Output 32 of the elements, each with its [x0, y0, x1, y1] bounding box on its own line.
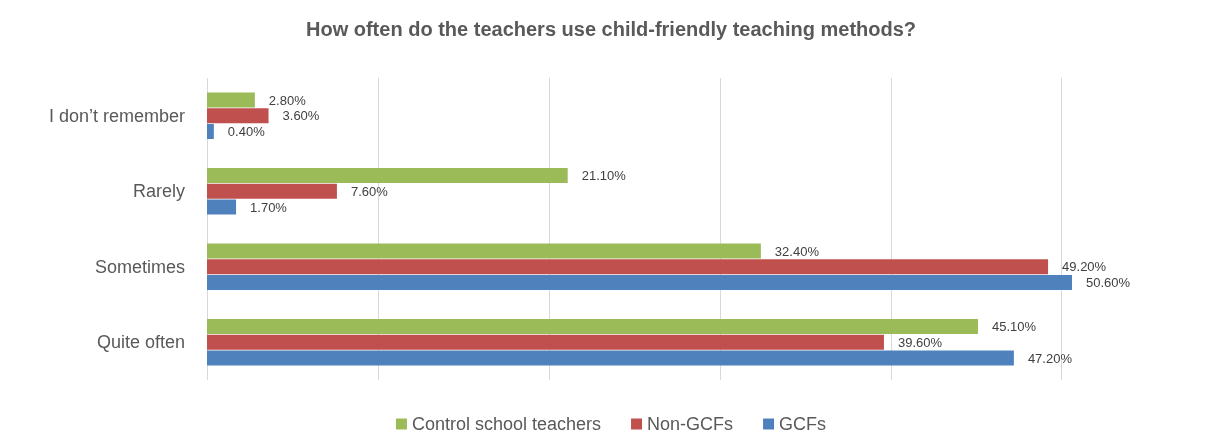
bar	[207, 350, 1014, 366]
bar	[207, 319, 978, 334]
data-label: 45.10%	[991, 319, 1037, 334]
legend-label: GCFs	[779, 414, 827, 434]
data-label: 7.60%	[350, 183, 389, 199]
data-label: 47.20%	[1027, 350, 1073, 366]
data-label: 39.60%	[897, 334, 943, 350]
bar	[207, 183, 337, 199]
y-tick-label: Rarely	[132, 181, 185, 202]
legend-label: Non-GCFs	[647, 414, 734, 434]
bar	[207, 168, 568, 183]
data-label: 21.10%	[581, 168, 627, 183]
chart-title: How often do the teachers use child-friendly teaching methods?	[305, 18, 917, 40]
bar	[207, 92, 255, 108]
bar	[207, 199, 237, 215]
y-tick-label: Quite often	[96, 332, 185, 353]
bar	[207, 108, 269, 124]
y-tick-label: Sometimes	[94, 256, 185, 277]
data-label: 0.40%	[227, 124, 266, 139]
bar	[207, 259, 1049, 275]
bar	[207, 275, 1072, 290]
bar	[207, 334, 884, 350]
data-label: 49.20%	[1062, 259, 1107, 275]
data-label: 50.60%	[1086, 275, 1131, 290]
data-label: 2.80%	[268, 92, 307, 108]
y-tick-label: I don’t remember	[48, 105, 185, 126]
legend-label: Control school teachers	[411, 414, 602, 434]
bar	[207, 243, 761, 259]
bar	[207, 124, 214, 139]
data-label: 32.40%	[774, 243, 820, 259]
data-label: 1.70%	[250, 199, 288, 215]
data-label: 3.60%	[282, 108, 320, 124]
